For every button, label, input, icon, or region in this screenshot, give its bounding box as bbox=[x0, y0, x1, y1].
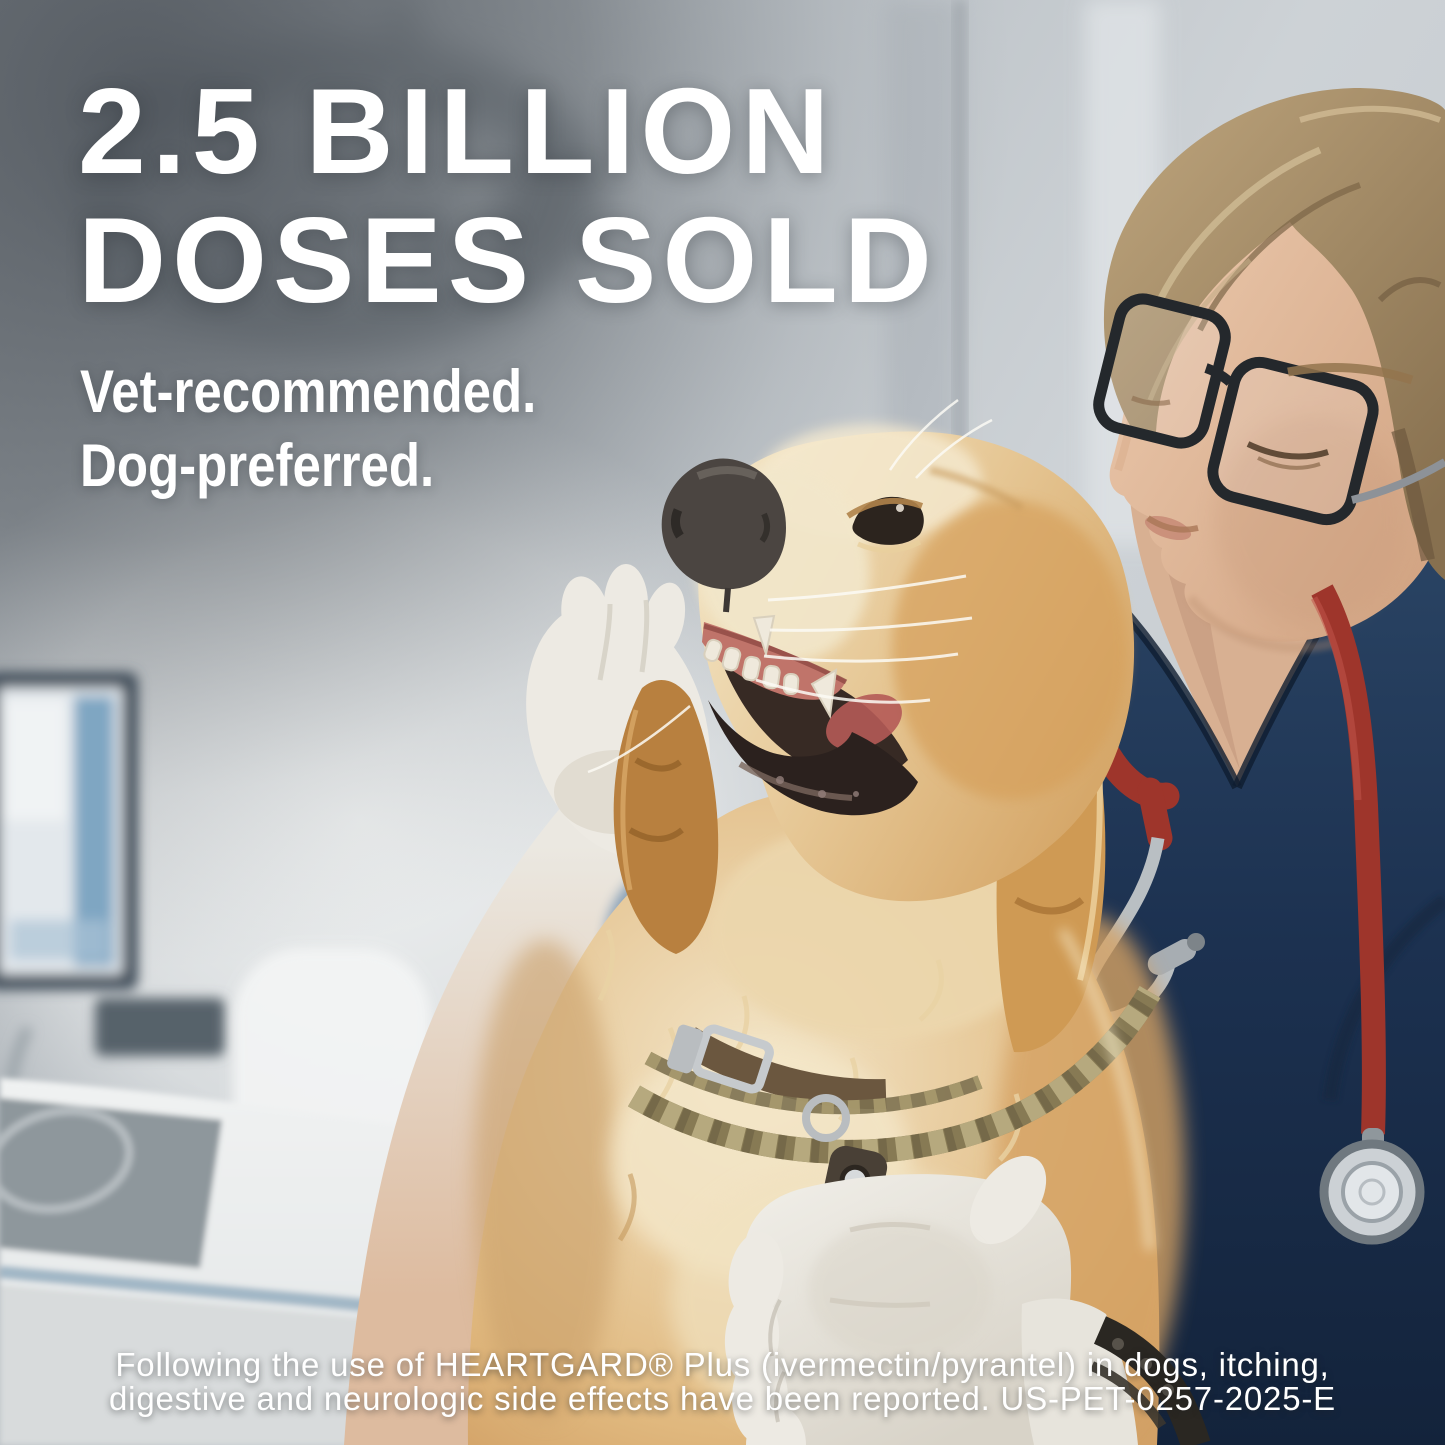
dog-eye bbox=[846, 496, 924, 554]
vet-glasses bbox=[1093, 293, 1445, 526]
stethoscope-chestpiece bbox=[1319, 1128, 1425, 1245]
dog-tongue bbox=[826, 693, 902, 751]
dog-collar bbox=[627, 985, 1161, 1235]
disclaimer-line-2: digestive and neurologic side effects ha… bbox=[109, 1380, 1336, 1417]
vet-right-glove bbox=[724, 1155, 1211, 1445]
rim-light bbox=[1058, 927, 1154, 1251]
headline-line-2: DOSES SOLD bbox=[78, 192, 938, 328]
dog-gums bbox=[702, 622, 846, 700]
subheadline-line-2: Dog-preferred. bbox=[80, 432, 435, 499]
dog-mouth bbox=[702, 614, 918, 816]
dog-teeth bbox=[703, 614, 838, 720]
stethoscope-tube-right bbox=[1311, 584, 1386, 1135]
vet-eyebrow bbox=[1287, 363, 1414, 385]
collar-d-ring bbox=[802, 1094, 850, 1142]
dog-ear-left bbox=[613, 679, 719, 954]
headline-line-1: 2.5 BILLION bbox=[78, 63, 836, 199]
dog-lower-lip bbox=[708, 700, 918, 816]
subheadline-line-1: Vet-recommended. bbox=[80, 358, 537, 425]
disclaimer-line-1: Following the use of HEARTGARD® Plus (iv… bbox=[115, 1346, 1330, 1383]
dog-whiskers bbox=[587, 398, 993, 774]
dog-nose bbox=[661, 458, 786, 613]
vet-eye-right bbox=[1246, 441, 1329, 460]
vet-hair bbox=[1103, 88, 1445, 580]
collar-buckle bbox=[692, 1024, 774, 1094]
